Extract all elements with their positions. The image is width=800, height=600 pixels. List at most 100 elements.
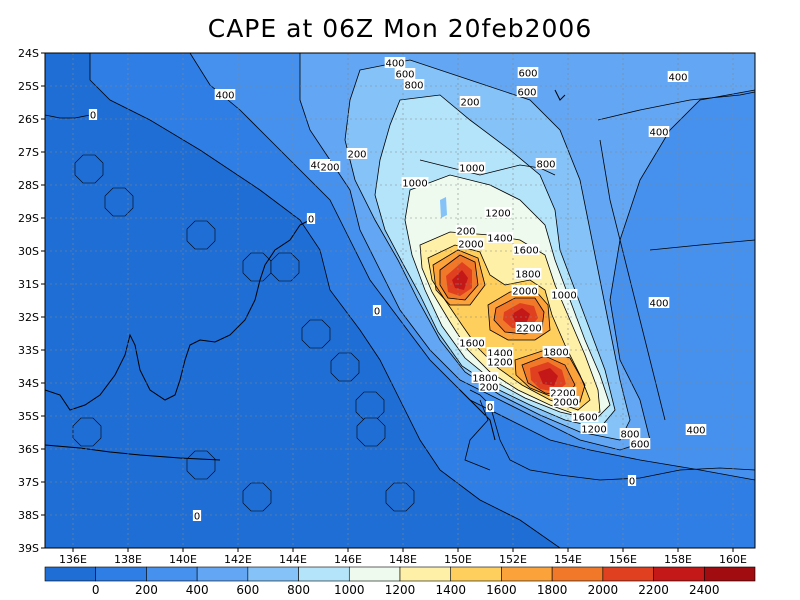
lat-tick-label: 34S [18,377,39,390]
contour-label-bg [571,411,599,422]
colorbar-label: 1400 [435,583,466,597]
contour-label: 1600 [571,411,599,424]
lon-tick-label: 138E [114,553,142,566]
contour-label: 1000 [401,177,429,190]
contour-fill: 4006008004006006004002000400200400200100… [45,53,755,548]
fill-2400-up [452,270,558,386]
colorbar-label: 1000 [334,583,365,597]
colorbar-swatch [146,566,198,582]
contour-label-text: 400 [686,426,705,437]
contour-label: 200 [459,96,481,109]
contour-label: 200 [478,381,500,394]
contour-label-bg [512,244,540,255]
lon-tick-label: 142E [224,553,252,566]
contour-label-text: 1000 [459,164,484,175]
contour-label: 0 [306,213,316,226]
contour-label-bg [486,347,514,358]
contour-label-bg [511,285,539,296]
lon-tick-label: 144E [279,553,307,566]
colorbar-swatch [501,566,553,582]
lat-tick-label: 24S [18,47,39,60]
contour-label-bg [471,372,499,383]
contour-label: 2000 [552,396,580,409]
lon-tick-label: 136E [59,553,87,566]
contour-label: 0 [88,109,98,122]
colorbar-label: 1200 [385,583,416,597]
contour-label: 200 [319,161,341,174]
contour-label-text: 0 [374,307,380,318]
contour-label: 600 [516,86,538,99]
colorbar-swatch [653,566,705,582]
lat-tick-label: 31S [18,278,39,291]
contour-label-text: 600 [517,88,536,99]
grid [45,53,755,548]
lon-tick-label: 160E [719,553,747,566]
colorbar-swatch [44,566,97,582]
lat-tick-label: 26S [18,113,39,126]
contour-label: 1000 [458,162,486,175]
colorbar-label: 1800 [537,583,568,597]
contour-label: 2000 [457,238,485,251]
contour-label-text: 800 [536,160,555,171]
contour-label-bg [515,322,543,333]
contour-label-text: 1800 [543,348,568,359]
contour-label-bg [459,96,481,107]
contour-label-bg [549,387,577,398]
contour-label: 800 [403,79,425,92]
contour-label-bg [550,289,578,300]
colorbar-label: 2400 [689,583,720,597]
contour-label-bg [629,438,651,449]
contour-label-bg [542,346,570,357]
lat-tick-label: 28S [18,179,39,192]
contour-label-text: 400 [649,299,668,310]
contour-label-text: 600 [630,440,649,451]
contour-label: 800 [535,158,557,171]
contour-label-bg [514,268,542,279]
contour-label: 400 [648,126,670,139]
contour-label: 400 [384,57,406,70]
contour-label-text: 200 [320,163,339,174]
lat-tick-label: 39S [18,542,39,555]
colorbar-swatch [298,566,350,582]
colorbar-swatch [602,566,654,582]
contour-label-text: 0 [487,403,493,414]
contour-label-bg [394,68,416,79]
colorbar-label: 400 [186,583,209,597]
contour-label: 1600 [512,244,540,257]
lon-tick-label: 148E [389,553,417,566]
contour-label-text: 1000 [402,179,427,190]
lon-tick-label: 156E [609,553,637,566]
contour-label-text: 1200 [485,209,510,220]
contour-label-text: 1200 [581,425,606,436]
contour-label-text: 1400 [487,234,512,245]
contour-label-text: 2000 [553,398,578,409]
colorbar-swatch [450,566,502,582]
contour-label-text: 400 [668,73,687,84]
latitude-axis: 24S 25S 26S 27S 28S 29S 30S 31S 32S 33S 34S 35S 36S 3… [18,47,45,555]
contour-label-bg [372,305,382,316]
contour-label-text: 400 [215,91,234,102]
lat-tick-label: 37S [18,476,39,489]
contour-label-bg [88,109,98,120]
contour-label: 1800 [542,346,570,359]
contour-label-bg [516,86,538,97]
colorbar-label: 600 [236,583,259,597]
contour-label-text: 0 [629,477,635,488]
contour-label: 2200 [515,322,543,335]
contour-label: 400 [667,71,689,84]
contour-label: 800 [619,428,641,441]
contour-label: 400 [685,424,707,437]
contour-label-bg [648,297,670,308]
contour-label-bg [648,126,670,137]
contour-label-bg [486,232,514,243]
contour-label-bg [552,396,580,407]
lon-tick-label: 150E [444,553,472,566]
contour-label: 0 [485,401,495,414]
lat-tick-label: 29S [18,212,39,225]
fill-patch [440,197,447,218]
contour-label-bg [667,71,689,82]
map-title: CAPE at 06Z Mon 20feb2006 [207,14,593,43]
lat-tick-label: 32S [18,311,39,324]
contour-label-text: 200 [460,98,479,109]
